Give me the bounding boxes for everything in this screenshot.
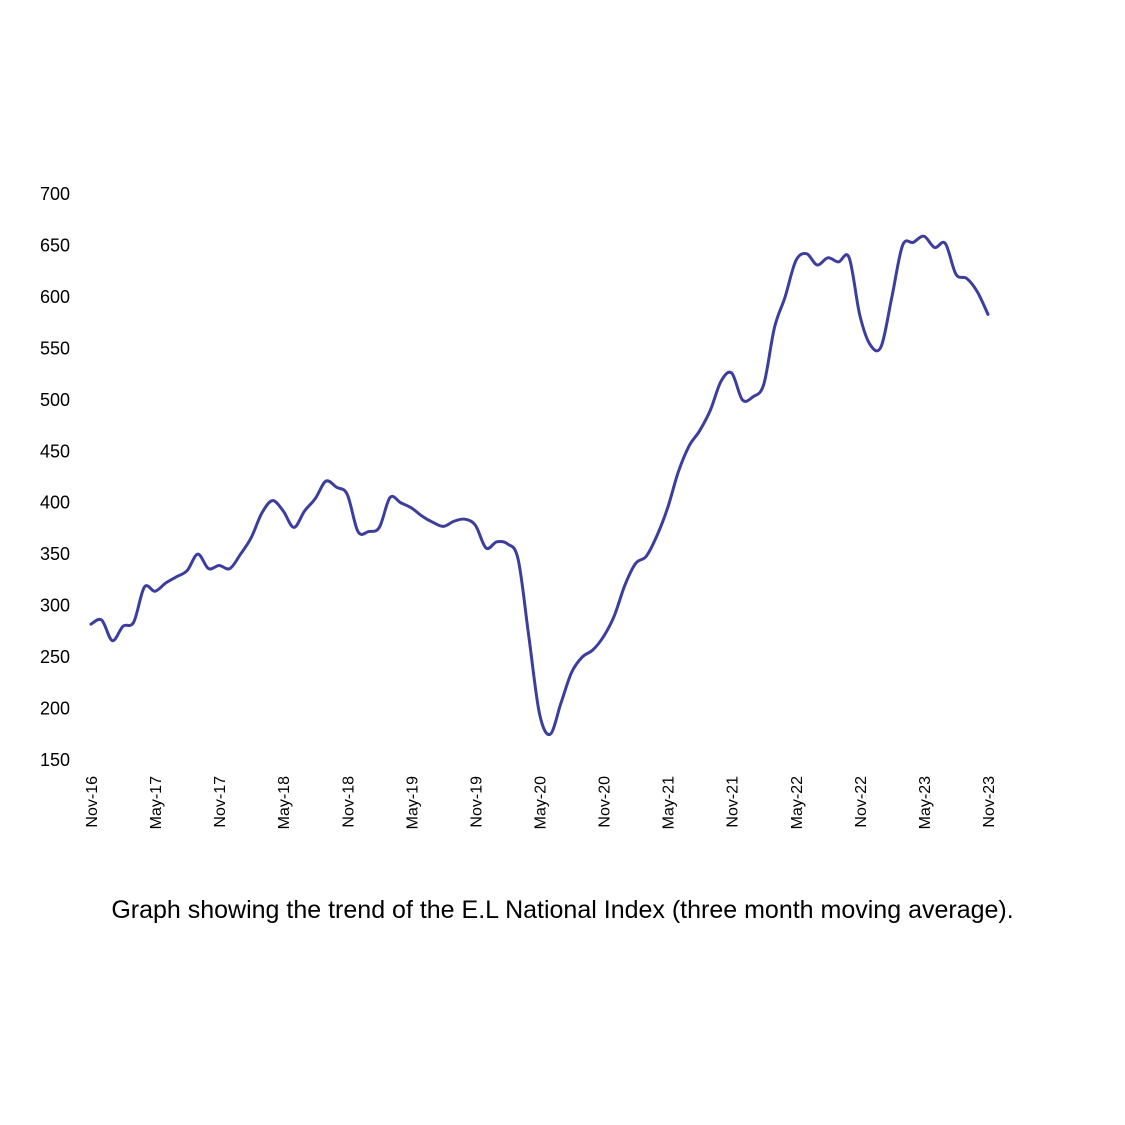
x-axis-tick-labels: Nov-16 May-17 Nov-17 May-18 Nov-18 May-19 Nov-… [84,776,998,829]
x-tick-label: May-18 [276,776,293,829]
y-tick-label: 250 [40,647,70,667]
x-tick-label: Nov-20 [597,776,614,828]
x-tick-label: May-21 [661,776,678,829]
y-tick-label: 700 [40,184,70,204]
y-tick-label: 350 [40,544,70,564]
x-tick-label: May-20 [533,776,550,829]
x-tick-label: Nov-21 [725,776,742,828]
y-tick-label: 400 [40,493,70,513]
x-tick-label: May-23 [917,776,934,829]
x-tick-label: Nov-16 [84,776,101,828]
x-tick-label: May-22 [789,776,806,829]
x-tick-label: Nov-23 [981,776,998,828]
x-tick-label: Nov-18 [340,776,357,828]
x-tick-label: Nov-17 [212,776,229,828]
x-tick-label: May-19 [404,776,421,829]
y-axis-tick-labels: 150 200 250 300 350 400 450 500 550 600 650 700 [40,184,70,770]
x-tick-label: Nov-19 [468,776,485,828]
y-tick-label: 300 [40,596,70,616]
y-tick-label: 150 [40,750,70,770]
series-group [89,234,990,737]
chart-caption: Graph showing the trend of the E.L Natio… [111,896,1014,924]
y-tick-label: 650 [40,235,70,255]
y-tick-label: 500 [40,390,70,410]
y-tick-label: 200 [40,699,70,719]
y-tick-label: 550 [40,338,70,358]
x-tick-label: May-17 [148,776,165,829]
y-tick-label: 600 [40,287,70,307]
series-line [89,234,990,737]
y-tick-label: 450 [40,441,70,461]
x-tick-label: Nov-22 [853,776,870,828]
